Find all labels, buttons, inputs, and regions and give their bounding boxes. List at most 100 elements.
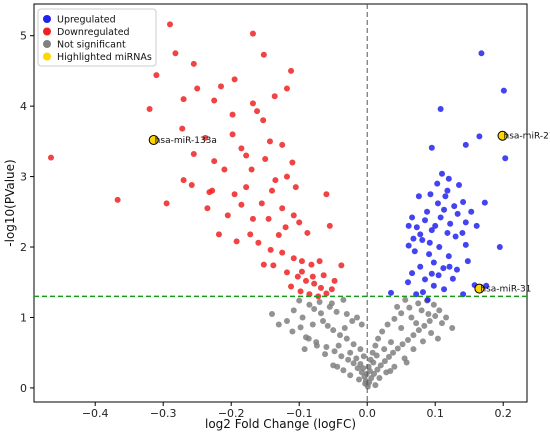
upregulated-point [500,87,507,94]
upregulated-point [388,289,394,296]
not-significant-point [337,332,343,339]
downregulated-point [48,154,54,161]
upregulated-point [502,155,509,162]
downregulated-point [270,262,277,269]
downregulated-point [317,284,324,291]
not-significant-point [331,348,338,355]
not-significant-point [415,327,422,334]
not-significant-point [289,328,296,335]
y-tick-label: 5 [20,30,27,43]
not-significant-point [340,367,347,374]
ticks-layer: −0.4 −0.3 −0.2 −0.1 0.0 0.1 0.2 0 1 2 3 4 5 [20,30,512,420]
upregulated-point [462,241,469,248]
not-significant-point [394,345,401,352]
upregulated-point [430,282,437,289]
downregulated-point [288,283,295,290]
upregulated-point [415,193,422,200]
not-significant-point [387,368,394,375]
upregulated-point [428,144,435,151]
y-tick-label: 1 [20,311,27,324]
downregulated-point [316,258,323,265]
not-significant-point [349,317,356,324]
highlighted-mirna-point [474,283,485,294]
upregulated-point [478,50,485,57]
legend-label: Not significant [57,40,126,51]
upregulated-point [445,253,452,260]
not-significant-point [311,306,318,313]
upregulated-point [427,191,434,198]
not-significant-point [366,368,373,375]
not-significant-point [275,321,282,328]
upregulated-point [417,231,424,238]
upregulated-point [426,251,433,258]
upregulated-point [456,182,462,189]
downregulated-point [272,177,279,184]
downregulated-point [114,196,121,203]
downregulated-point [271,93,278,100]
downregulated-point [254,108,261,115]
upregulated-point [447,220,454,227]
x-tick-label: −0.2 [218,407,245,420]
legend-marker [43,40,51,48]
not-significant-point [334,363,341,370]
upregulated-point [430,259,437,266]
not-significant-point [374,366,381,373]
upregulated-point [459,229,466,236]
upregulated-point [432,222,439,229]
downregulated-point [194,85,201,92]
downregulated-point [296,219,303,226]
not-significant-point [354,314,360,321]
downregulated-point [163,200,170,207]
not-significant-point [290,307,297,314]
not-significant-point [340,296,347,303]
not-significant-point [333,308,340,315]
legend-marker [43,15,51,23]
downregulated-point [224,212,231,219]
not-significant-point [413,320,420,327]
x-axis-label: log2 Fold Change (logFC) [205,417,356,431]
upregulated-point [444,229,451,236]
upregulated-point [434,200,441,207]
not-significant-point [434,335,441,342]
downregulated-point [289,159,296,166]
upregulated-point [419,289,426,296]
not-significant-point [421,322,428,329]
not-significant-point [356,376,363,383]
not-significant-point [391,315,398,322]
downregulated-point [249,30,256,37]
not-significant-point [410,346,417,353]
downregulated-point [279,249,286,256]
not-significant-point [338,353,345,360]
not-significant-point [297,324,304,331]
downregulated-point [243,184,250,191]
upregulated-point [417,263,424,270]
downregulated-point [238,145,245,152]
downregulated-point [269,187,275,194]
not-significant-point [436,307,443,314]
upregulated-point [409,270,416,277]
not-significant-point [305,335,312,342]
legend-marker [43,27,51,36]
not-significant-point [443,314,450,321]
not-significant-point [317,310,324,317]
x-tick-label: −0.3 [150,407,177,420]
not-significant-point [402,296,409,303]
downregulated-point [202,134,209,141]
downregulated-point [304,229,311,236]
not-significant-point [415,300,422,307]
upregulated-point [428,270,435,277]
x-tick-label: 0.1 [426,407,444,420]
upregulated-point [405,279,411,286]
downregulated-point [260,261,267,268]
not-significant-point [322,351,329,358]
upregulated-point [441,286,448,293]
upregulated-point [449,275,456,282]
downregulated-point [320,272,327,279]
upregulated-point [468,208,475,215]
upregulated-point [452,233,459,240]
downregulated-point [283,85,290,92]
legend-label: Highlighted miRNAs [57,52,152,63]
downregulated-point [338,262,345,269]
not-significant-point [432,313,439,320]
